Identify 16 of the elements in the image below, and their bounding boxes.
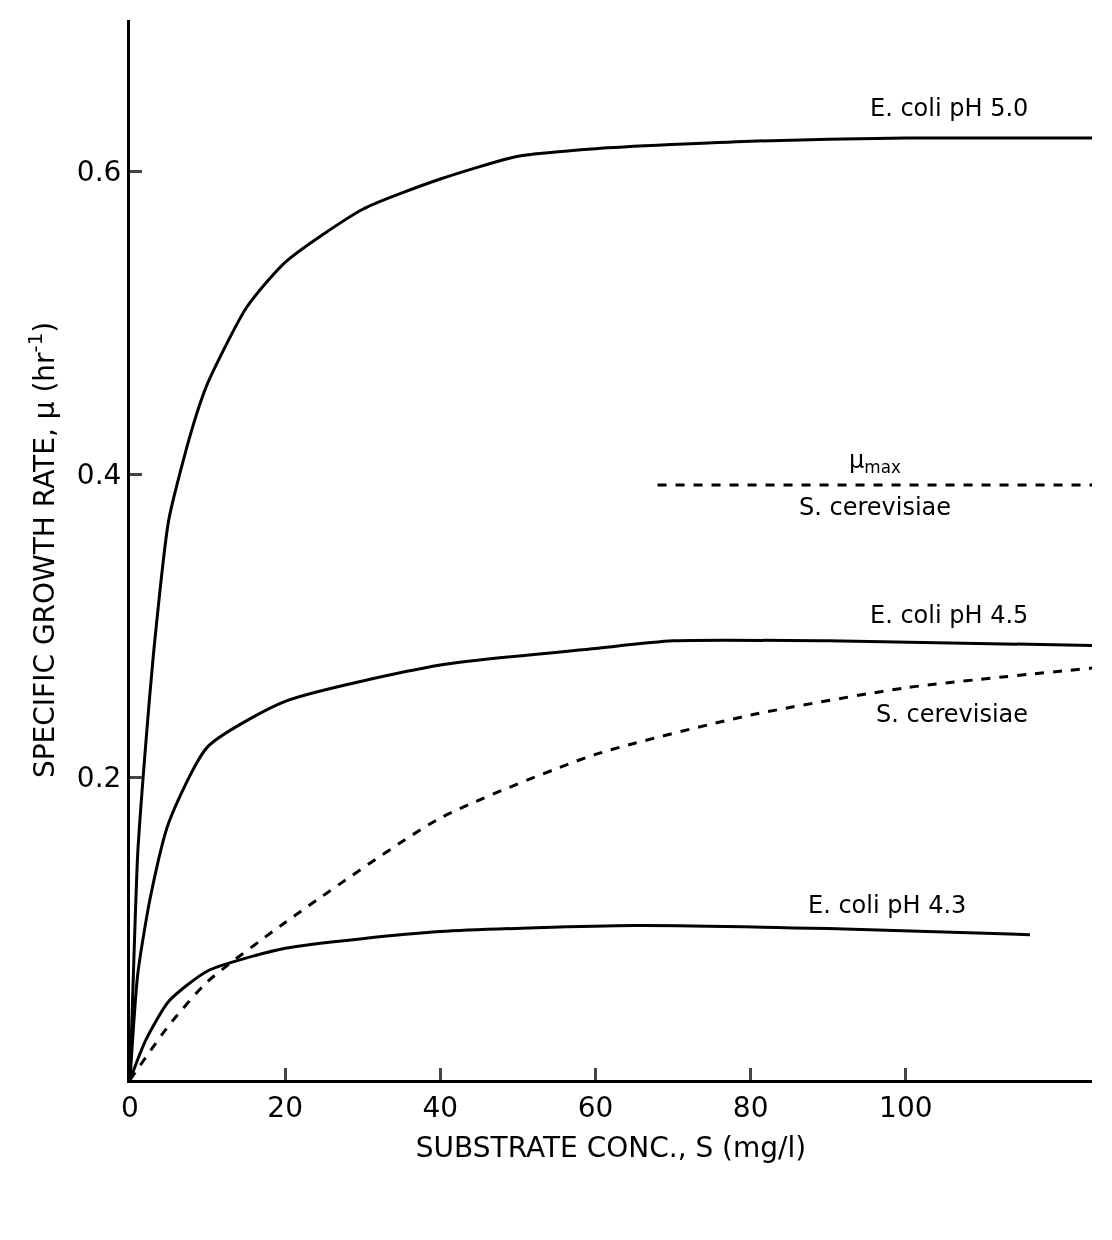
x-tick-label: 80 bbox=[732, 1090, 769, 1124]
annotation: μ$_{max}$ bbox=[849, 446, 901, 478]
x-tick-label: 40 bbox=[422, 1090, 459, 1124]
y-tick-label: 0.2 bbox=[76, 760, 122, 794]
x-tick-label: 60 bbox=[577, 1090, 614, 1124]
x-tick-label: 100 bbox=[879, 1090, 933, 1124]
y-tick-label: 0.6 bbox=[76, 155, 122, 189]
series-label: E. coli pH 5.0 bbox=[870, 94, 1029, 122]
series-label: S. cerevisiae bbox=[876, 700, 1029, 728]
series-label: E. coli pH 4.3 bbox=[808, 891, 967, 919]
x-tick-label: 20 bbox=[267, 1090, 303, 1124]
annotation: S. cerevisiae bbox=[799, 493, 952, 521]
series-label: E. coli pH 4.5 bbox=[870, 601, 1029, 629]
x-axis-title: SUBSTRATE CONC., S (mg/l) bbox=[415, 1130, 807, 1164]
y-tick-label: 0.4 bbox=[76, 458, 122, 492]
x-tick-label: 0 bbox=[121, 1090, 139, 1124]
